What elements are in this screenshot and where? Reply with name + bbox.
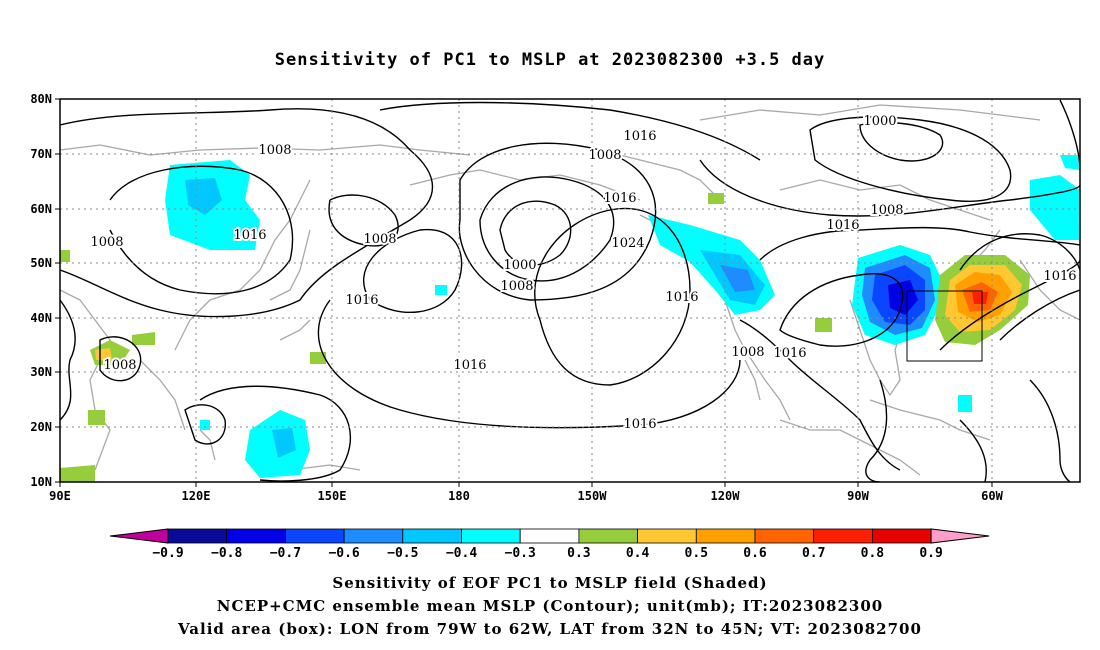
contour-label: 1008 [731,345,764,360]
lon-label: 120E [182,489,211,503]
colorbar-label: −0.8 [211,546,242,561]
latitude-labels: 80N 70N 60N 50N 40N 30N 20N 10N [30,92,52,489]
contour-label: 1016 [345,293,378,308]
lat-label: 10N [30,475,52,489]
contour-label: 1016 [623,129,656,144]
colorbar-swatch [578,528,639,544]
lon-label: 120W [711,489,741,503]
contour-label: 1008 [103,358,136,373]
colorbar-label: −0.6 [328,546,359,561]
valid-area-box [906,290,983,362]
colorbar-swatch [872,528,932,544]
caption-line-1: Sensitivity of EOF PC1 to MSLP field (Sh… [332,574,768,592]
contour-label: 1024 [611,236,644,251]
contour-label: 1016 [826,218,859,233]
longitude-labels: 90E 120E 150E 180 150W 120W 90W 60W [49,489,1003,503]
colorbar-label: 0.4 [626,546,650,561]
lon-label: 60W [981,489,1003,503]
contour-label: 1008 [588,148,621,163]
lat-label: 20N [30,420,52,434]
contour-label: 1016 [773,346,806,361]
tick-marks [55,98,993,487]
contour-label: 1016 [603,191,636,206]
contour-label: 1016 [1043,269,1076,284]
contour-label: 1000 [863,114,896,129]
lat-label: 80N [30,92,52,106]
caption-line-3: Valid area (box): LON from 79W to 62W, L… [178,620,922,638]
contour-label: 1016 [623,417,656,432]
lat-label: 40N [30,311,52,325]
colorbar-swatch [519,528,580,544]
contour-label: 1008 [870,203,903,218]
coastlines [60,104,1080,476]
contour-label: 1008 [363,232,396,247]
colorbar-label: 0.7 [802,546,825,561]
colorbar-swatch [284,528,345,544]
lat-label: 70N [30,147,52,161]
colorbar-label: −0.4 [446,546,477,561]
colorbar: −0.9 −0.8 −0.7 −0.6 −0.5 −0.4 −0.3 0.3 0.4 0.5 0.6… [109,528,990,561]
lon-label: 150E [318,489,347,503]
colorbar-label: 0.8 [861,546,885,561]
colorbar-swatch [695,528,756,544]
colorbar-swatch [813,528,873,544]
colorbar-low-end [109,528,169,544]
colorbar-swatch [754,528,815,544]
chart-title: Sensitivity of PC1 to MSLP at 2023082300… [274,50,826,70]
colorbar-swatch [637,528,697,544]
lon-label: 90E [49,489,71,503]
colorbar-swatch [461,528,521,544]
sensitivity-shading [60,155,1080,482]
colorbar-high-end [930,528,990,544]
contour-label: 1016 [233,228,266,243]
colorbar-label: −0.5 [387,546,418,561]
graticule [60,99,1080,482]
mslp-contours [60,99,1080,482]
lon-label: 180 [448,489,470,503]
lon-label: 150W [578,489,608,503]
colorbar-label: −0.3 [505,546,536,561]
colorbar-label: −0.7 [270,546,301,561]
lon-label: 90W [847,489,869,503]
contour-label: 1008 [500,279,533,294]
colorbar-label: 0.9 [919,546,942,561]
contour-label: 1000 [503,258,536,273]
contour-label: 1016 [665,290,698,305]
contour-label: 1008 [258,143,291,158]
colorbar-label: 0.5 [685,546,708,561]
colorbar-swatch [226,528,286,544]
colorbar-swatch [167,528,228,544]
map-frame [59,98,1081,483]
colorbar-label: 0.3 [567,546,590,561]
colorbar-label: 0.6 [743,546,767,561]
lat-label: 30N [30,365,52,379]
caption-line-2: NCEP+CMC ensemble mean MSLP (Contour); u… [216,597,884,615]
contour-label: 1016 [453,358,486,373]
lat-label: 60N [30,202,52,216]
contour-labels: 1008 1008 1016 1008 1016 1016 1008 1016 … [88,112,1078,434]
colorbar-label: −0.9 [152,546,183,561]
contour-label: 1008 [90,235,123,250]
colorbar-swatch [402,528,462,544]
colorbar-swatch [343,528,404,544]
lat-label: 50N [30,256,52,270]
